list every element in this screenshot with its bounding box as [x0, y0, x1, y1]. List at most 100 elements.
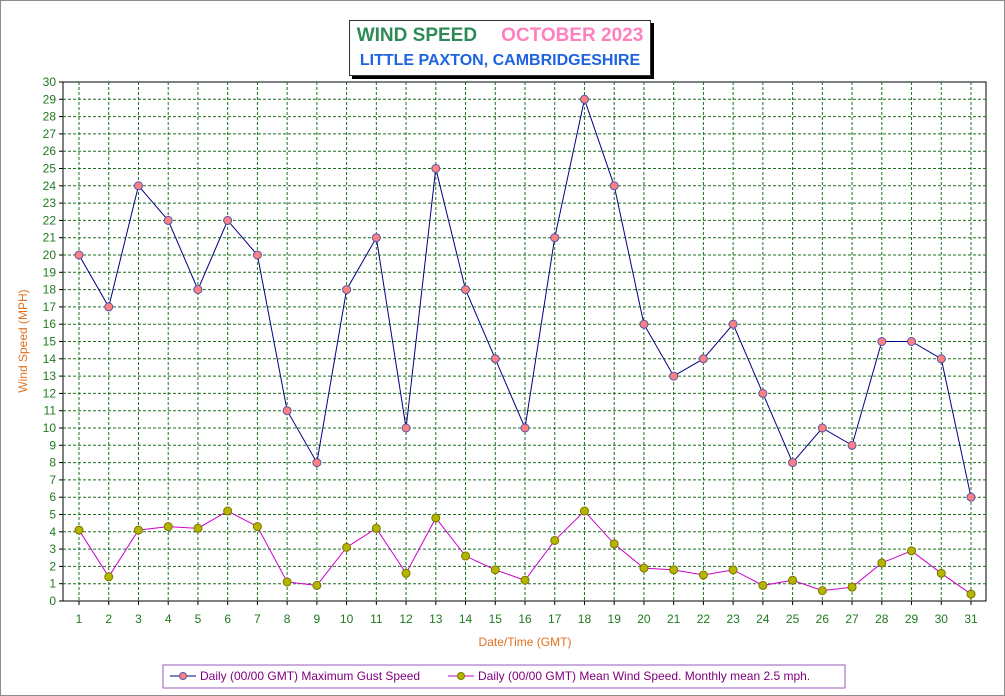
y-tick-label: 6 [49, 490, 56, 504]
data-point [639, 563, 649, 573]
data-point [74, 250, 84, 260]
x-tick-label: 9 [314, 612, 321, 626]
data-point [193, 285, 203, 295]
data-point [758, 580, 768, 590]
data-point [550, 233, 560, 243]
data-point [104, 572, 114, 582]
data-point [461, 551, 471, 561]
legend-gust-label: Daily (00/00 GMT) Maximum Gust Speed [200, 669, 420, 683]
y-tick-label: 11 [44, 404, 57, 418]
data-point [788, 575, 798, 585]
data-point [490, 565, 500, 575]
series-max-gust [74, 94, 976, 502]
x-tick-label: 10 [340, 612, 354, 626]
data-point [788, 458, 798, 468]
data-point [401, 423, 411, 433]
y-tick-label: 7 [49, 473, 56, 487]
y-tick-label: 0 [49, 594, 56, 608]
data-point [907, 337, 917, 346]
x-tick-label: 1 [76, 612, 83, 626]
y-tick-label: 26 [43, 144, 57, 158]
data-point [193, 523, 203, 533]
y-tick-label: 28 [43, 110, 57, 124]
x-tick-label: 16 [518, 612, 532, 626]
data-point [163, 522, 173, 532]
data-point [669, 371, 679, 381]
y-tick-label: 22 [43, 213, 57, 227]
y-tick-label: 3 [49, 542, 56, 556]
data-point [966, 492, 976, 502]
data-point [252, 522, 262, 532]
y-tick-label: 8 [49, 456, 56, 470]
data-point [609, 539, 619, 549]
data-point [936, 354, 946, 364]
data-point [133, 181, 143, 191]
y-tick-label: 14 [43, 352, 57, 366]
x-tick-label: 19 [608, 612, 622, 626]
chart-title: WIND SPEED OCTOBER 2023 [350, 25, 650, 47]
legend-mean-label: Daily (00/00 GMT) Mean Wind Speed. Month… [478, 669, 810, 683]
data-point [817, 423, 827, 433]
x-tick-labels: 1 2 3 4 5 6 7 8 9 10 11 12 13 14 15 16 17 18 19 20 21 22 23 24 2… [76, 601, 978, 626]
title-main: WIND SPEED [356, 25, 478, 46]
x-tick-label: 28 [875, 612, 889, 626]
data-point [609, 181, 619, 191]
data-point [282, 577, 292, 587]
x-tick-label: 18 [578, 612, 592, 626]
x-tick-label: 27 [845, 612, 859, 626]
y-tick-label: 16 [43, 317, 57, 331]
data-point [579, 94, 589, 104]
data-point [907, 546, 917, 556]
y-tick-label: 30 [43, 75, 57, 89]
data-point [282, 406, 292, 416]
grid-lines [63, 82, 986, 601]
y-tick-label: 20 [43, 248, 57, 262]
data-point [431, 164, 441, 173]
data-point [966, 589, 976, 599]
series-mean-wind [74, 506, 976, 599]
x-tick-label: 2 [105, 612, 112, 626]
y-tick-label: 29 [43, 92, 57, 106]
y-tick-label: 21 [43, 231, 57, 245]
data-point [520, 423, 530, 433]
data-point [520, 575, 530, 585]
data-point [817, 586, 827, 596]
chart-subtitle: LITTLE PAXTON, CAMBRIDGESHIRE [359, 52, 641, 69]
data-point [847, 582, 857, 592]
data-point [401, 568, 411, 578]
x-tick-label: 20 [637, 612, 651, 626]
x-tick-label: 8 [284, 612, 291, 626]
data-point [490, 354, 500, 364]
x-tick-label: 13 [429, 612, 443, 626]
x-tick-label: 7 [254, 612, 261, 626]
x-tick-label: 21 [667, 612, 681, 626]
x-tick-label: 12 [399, 612, 413, 626]
x-tick-label: 29 [905, 612, 919, 626]
data-point [104, 302, 114, 312]
y-tick-label: 5 [49, 508, 56, 522]
data-point [163, 215, 173, 225]
x-tick-label: 23 [726, 612, 740, 626]
y-tick-label: 13 [43, 369, 57, 383]
data-point [669, 565, 679, 575]
data-point [252, 250, 262, 260]
data-point [431, 513, 441, 523]
x-tick-label: 26 [816, 612, 830, 626]
data-point [698, 570, 708, 580]
x-axis-label: Date/Time (GMT) [479, 635, 572, 649]
data-point [758, 388, 768, 398]
y-tick-label: 2 [49, 559, 56, 573]
data-point [371, 233, 381, 243]
data-point [133, 525, 143, 535]
data-point [877, 337, 887, 346]
y-tick-label: 15 [43, 335, 57, 349]
data-point [223, 215, 233, 225]
data-point [223, 506, 233, 516]
data-point [74, 525, 84, 535]
y-tick-label: 12 [43, 386, 57, 400]
data-point [936, 568, 946, 578]
y-tick-label: 19 [43, 265, 57, 279]
y-tick-label: 27 [43, 127, 57, 141]
data-point [371, 523, 381, 533]
